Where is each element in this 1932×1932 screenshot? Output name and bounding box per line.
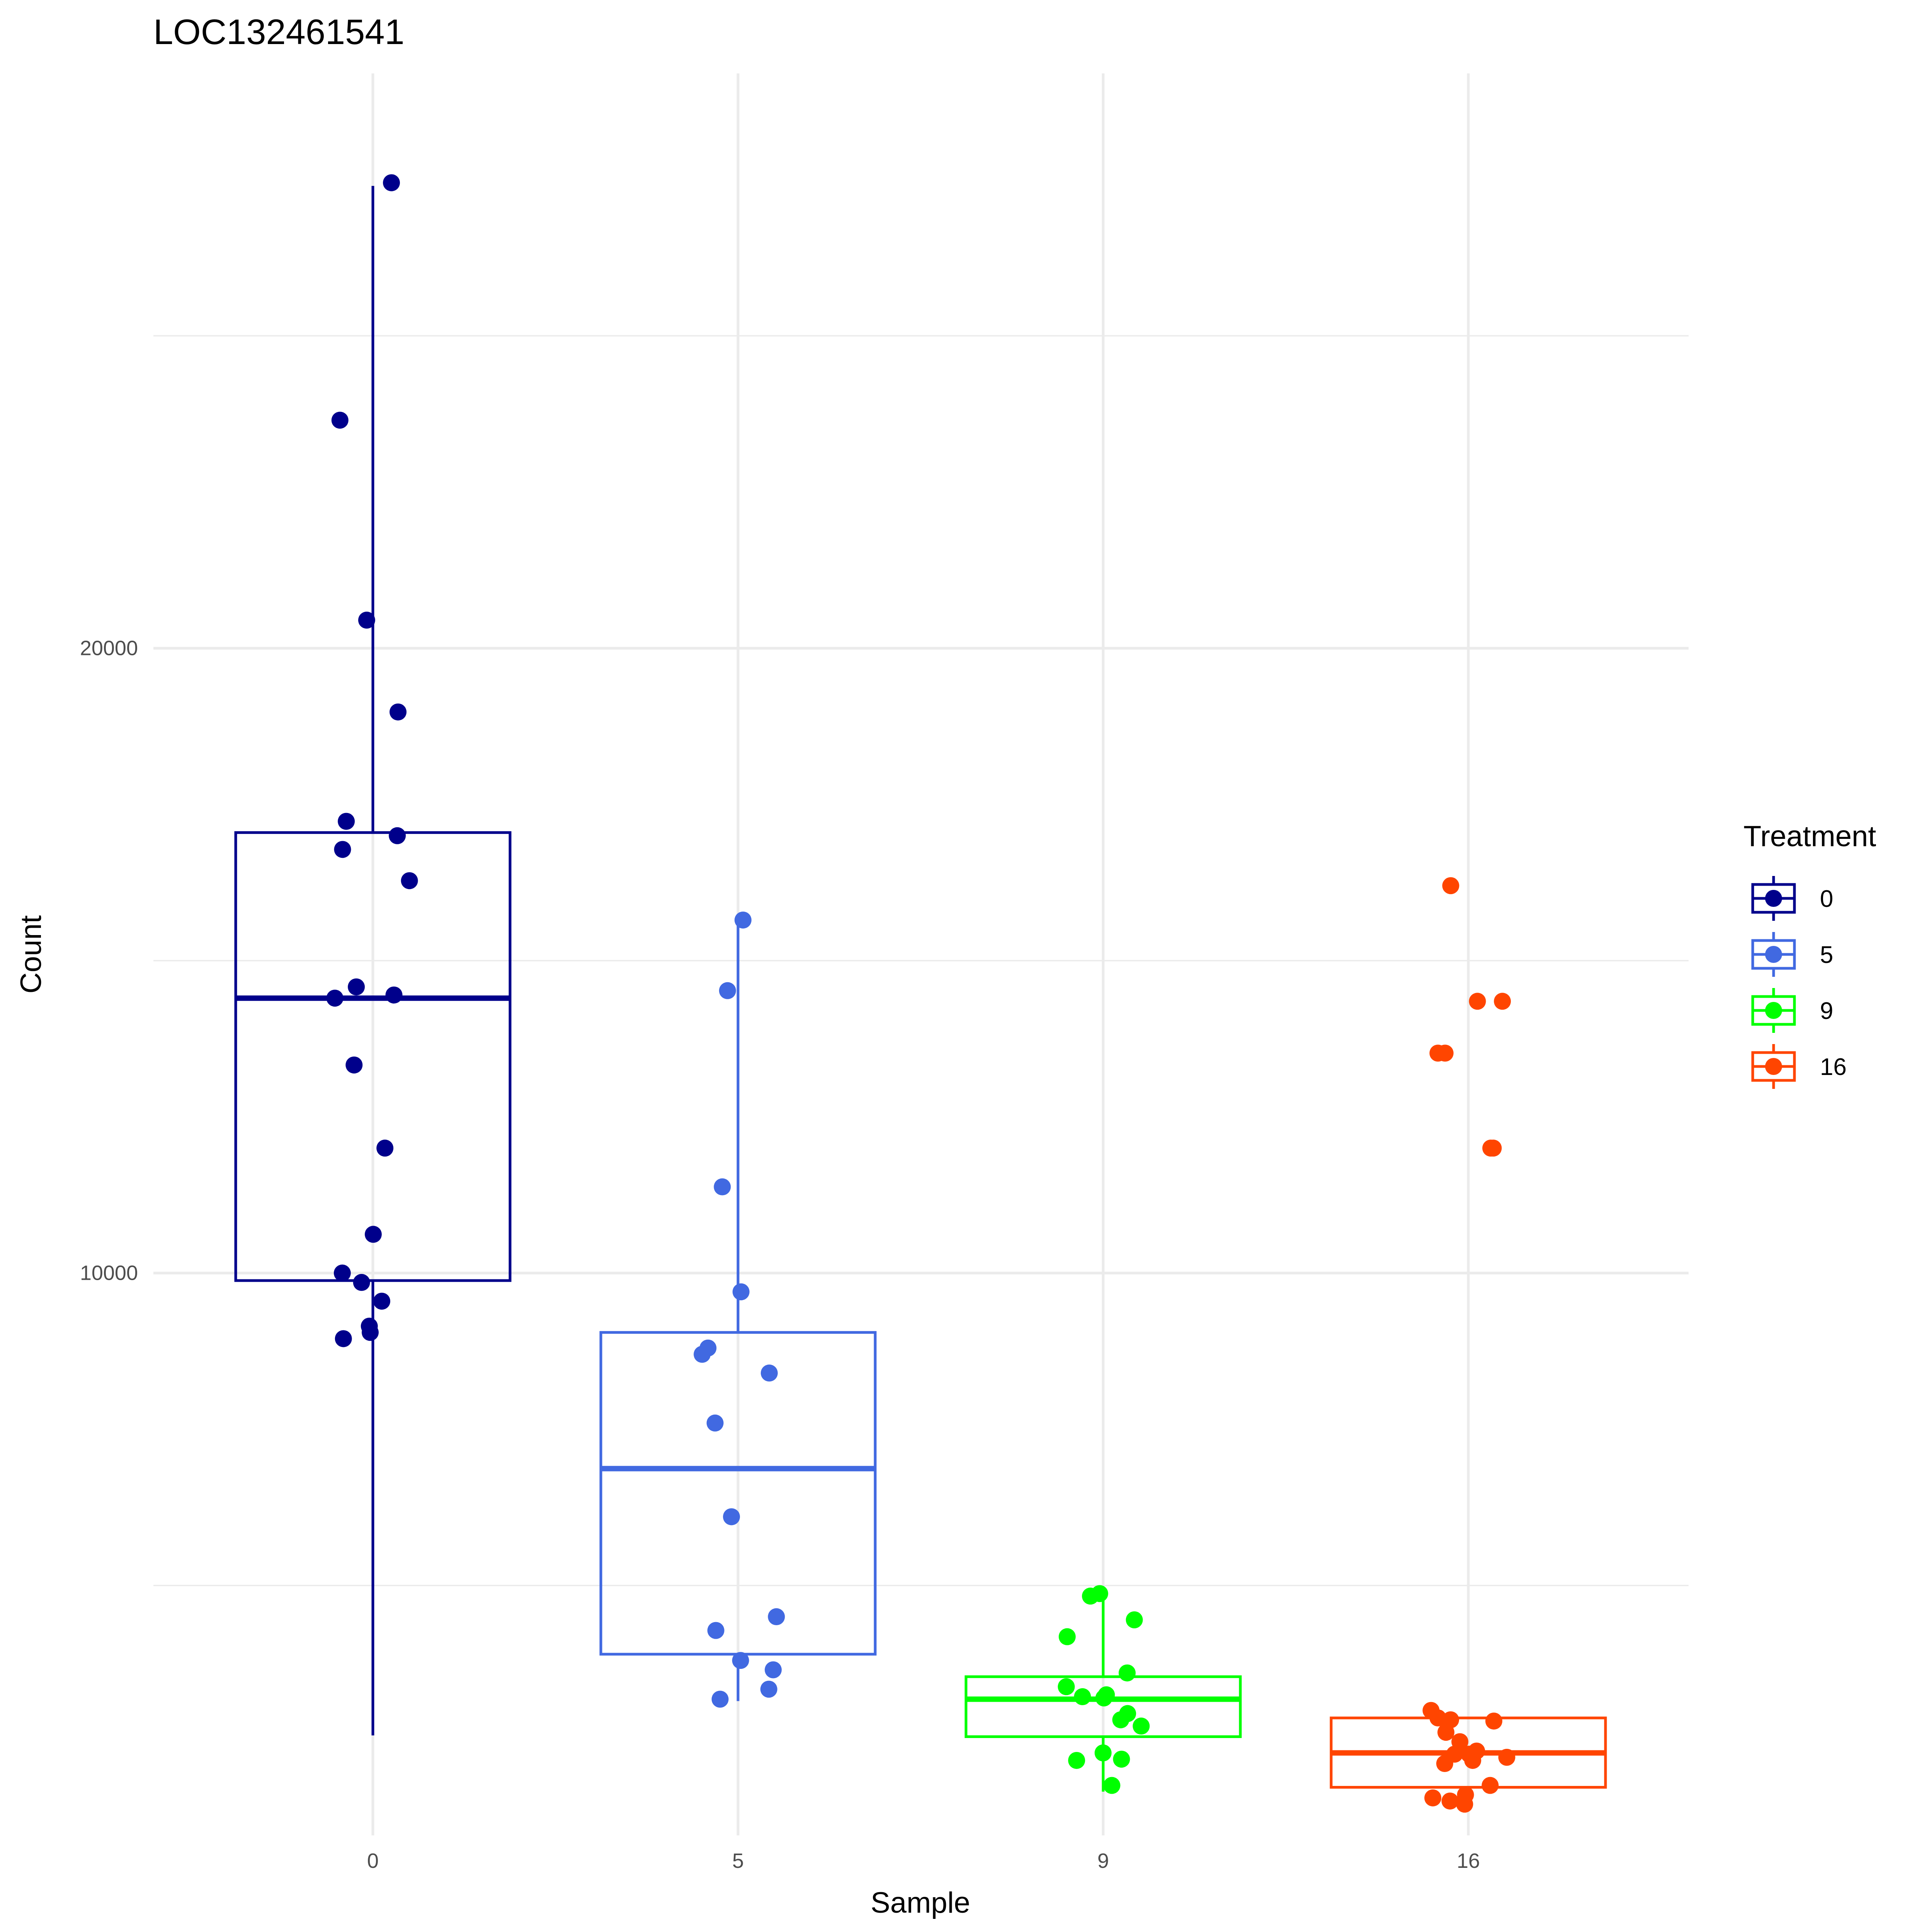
x-tick-label: 0 <box>367 1849 379 1872</box>
data-point <box>734 912 752 929</box>
data-point <box>732 1652 749 1669</box>
data-point <box>714 1178 731 1196</box>
data-point <box>723 1508 740 1526</box>
data-point <box>1112 1711 1129 1728</box>
data-point <box>1436 1044 1454 1062</box>
data-point <box>694 1345 711 1363</box>
data-point <box>333 1264 351 1282</box>
data-point <box>1058 1628 1076 1645</box>
legend-label: 9 <box>1820 998 1833 1024</box>
data-point <box>732 1283 750 1301</box>
data-point <box>1113 1750 1130 1768</box>
data-point <box>1074 1688 1091 1706</box>
data-point <box>353 1274 370 1291</box>
data-point <box>335 1330 352 1347</box>
x-tick-label: 9 <box>1097 1849 1109 1872</box>
data-point <box>765 1661 782 1679</box>
data-point <box>768 1608 785 1626</box>
data-point <box>1068 1752 1085 1769</box>
data-point <box>1133 1718 1150 1735</box>
data-point <box>338 813 355 830</box>
data-point <box>760 1364 778 1382</box>
data-point <box>334 841 351 858</box>
data-point <box>401 872 418 889</box>
data-point <box>385 986 403 1004</box>
data-point <box>1058 1678 1075 1696</box>
boxes <box>234 186 1607 1792</box>
data-point <box>760 1680 777 1698</box>
plot-title: LOC132461541 <box>153 12 405 52</box>
data-point <box>1498 1748 1515 1766</box>
data-point <box>1441 1793 1459 1810</box>
data-point <box>348 978 365 996</box>
data-point <box>1437 1724 1455 1741</box>
data-point <box>389 703 407 721</box>
data-point <box>364 1226 382 1243</box>
data-point <box>1456 1796 1473 1813</box>
data-point <box>1442 877 1459 895</box>
data-point <box>362 1324 379 1341</box>
data-point <box>373 1293 391 1310</box>
legend-label: 0 <box>1820 886 1833 912</box>
data-point <box>1482 1139 1500 1157</box>
legend-key-point <box>1765 946 1782 963</box>
data-point <box>1424 1789 1442 1806</box>
data-point <box>1485 1713 1503 1730</box>
legend-key-point <box>1765 890 1782 907</box>
data-point <box>345 1056 363 1074</box>
legend-key-point <box>1765 1058 1782 1075</box>
legend-label: 5 <box>1820 942 1833 968</box>
data-point <box>376 1139 394 1157</box>
box <box>234 831 512 1282</box>
legend-key-point <box>1765 1002 1782 1019</box>
x-tick-label: 16 <box>1457 1849 1480 1872</box>
data-point <box>706 1414 724 1432</box>
data-point <box>358 611 375 629</box>
box <box>964 1675 1242 1738</box>
data-point <box>1082 1587 1099 1605</box>
legend: Treatment 0 5 9 16 <box>1743 820 1876 1089</box>
data-point <box>707 1622 724 1639</box>
data-point <box>389 827 406 844</box>
data-point <box>711 1690 729 1708</box>
data-point <box>326 990 344 1007</box>
tick-labels: 10000 20000 0 5 9 16 <box>80 637 1480 1872</box>
data-point <box>1436 1755 1453 1772</box>
y-axis-title: Count <box>15 915 48 994</box>
x-tick-label: 5 <box>732 1849 744 1872</box>
data-point <box>1095 1689 1112 1707</box>
data-point <box>331 412 349 429</box>
data-point <box>1094 1744 1112 1762</box>
legend-keys: 0 5 9 16 <box>1751 876 1847 1089</box>
data-point <box>1429 1709 1447 1726</box>
data-point <box>1464 1752 1481 1769</box>
legend-label: 16 <box>1820 1054 1847 1080</box>
y-tick-label: 10000 <box>80 1262 138 1285</box>
data-point <box>1469 993 1486 1010</box>
x-axis-title: Sample <box>871 1886 970 1919</box>
data-point <box>1103 1777 1121 1794</box>
data-point <box>1481 1777 1499 1794</box>
data-point <box>383 174 400 191</box>
data-point <box>1119 1664 1136 1682</box>
data-point <box>1494 993 1511 1010</box>
data-points <box>326 174 1515 1813</box>
grid-lines <box>153 73 1689 1835</box>
data-point <box>1126 1611 1143 1629</box>
legend-title: Treatment <box>1743 820 1876 853</box>
data-point <box>719 982 736 999</box>
y-tick-label: 20000 <box>80 637 138 660</box>
